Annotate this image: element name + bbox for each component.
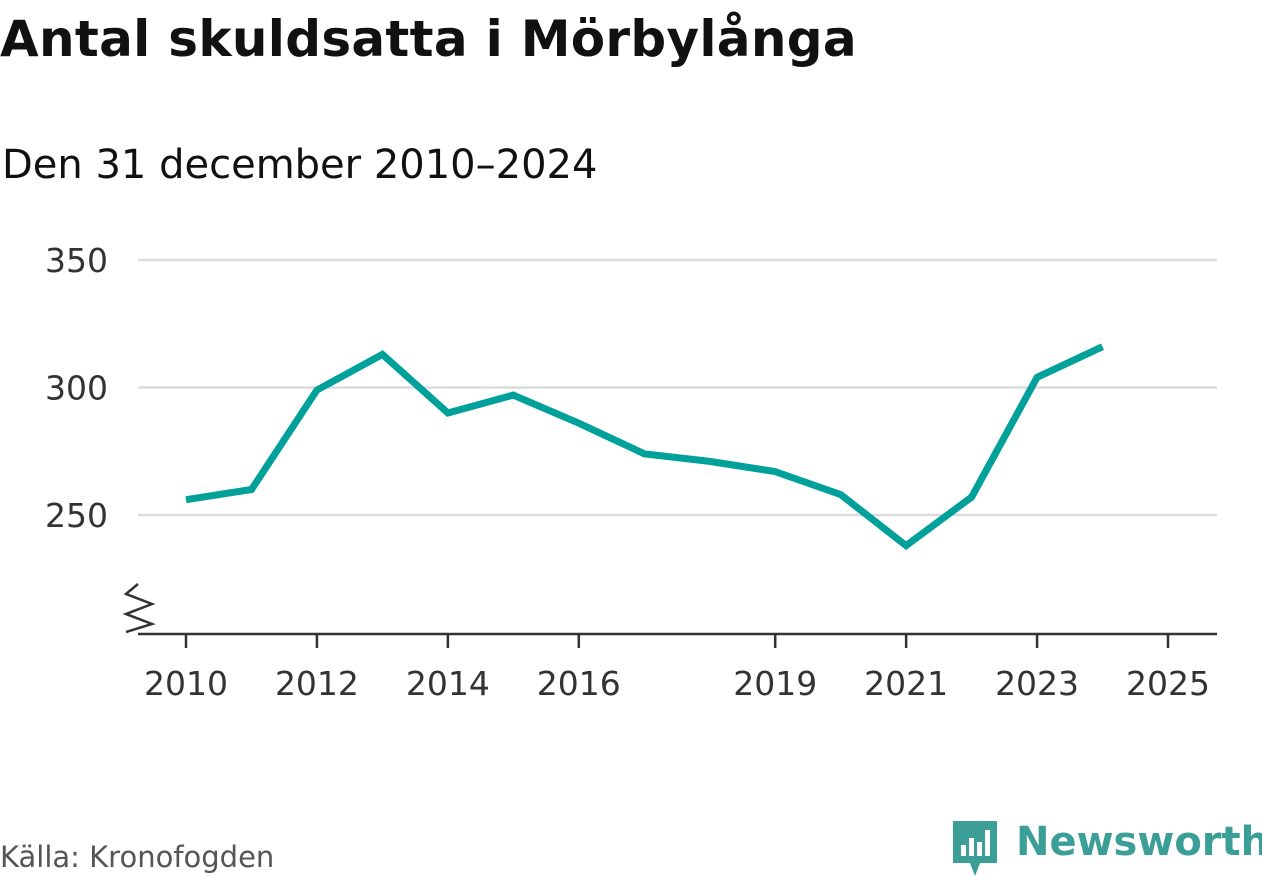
x-tick-label-2010: 2010 [144, 664, 228, 703]
y-tick-label-250: 250 [45, 496, 108, 535]
y-tick-label-350: 350 [45, 241, 108, 280]
x-tick-label-2016: 2016 [537, 664, 621, 703]
axis-break-symbol [122, 583, 156, 634]
x-tick-label-2012: 2012 [275, 664, 359, 703]
chart-subtitle: Den 31 december 2010–2024 [2, 142, 598, 188]
series-line-0 [185, 343, 1104, 550]
brand-name: Newsworthy [1016, 819, 1262, 865]
newsworthy-logo-icon [953, 821, 997, 876]
x-tick-label-2023: 2023 [995, 664, 1079, 703]
x-tick-label-2019: 2019 [733, 664, 817, 703]
y-tick-label-300: 300 [45, 369, 108, 408]
x-tick-label-2025: 2025 [1126, 664, 1210, 703]
x-tick-label-2021: 2021 [864, 664, 948, 703]
newsworthy-brand: Newsworthy [950, 818, 1262, 880]
source-note: Källa: Kronofogden [0, 840, 275, 874]
x-tick-label-2014: 2014 [406, 664, 490, 703]
chart-title: Antal skuldsatta i Mörbylånga [0, 10, 857, 68]
